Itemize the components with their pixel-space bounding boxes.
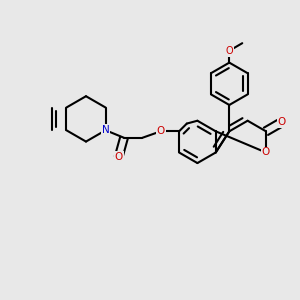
Text: O: O [115,152,123,162]
Text: N: N [102,125,110,135]
Text: N: N [102,125,110,135]
Text: O: O [157,126,165,136]
Text: O: O [262,148,270,158]
Text: O: O [226,46,233,56]
Text: O: O [278,117,286,127]
